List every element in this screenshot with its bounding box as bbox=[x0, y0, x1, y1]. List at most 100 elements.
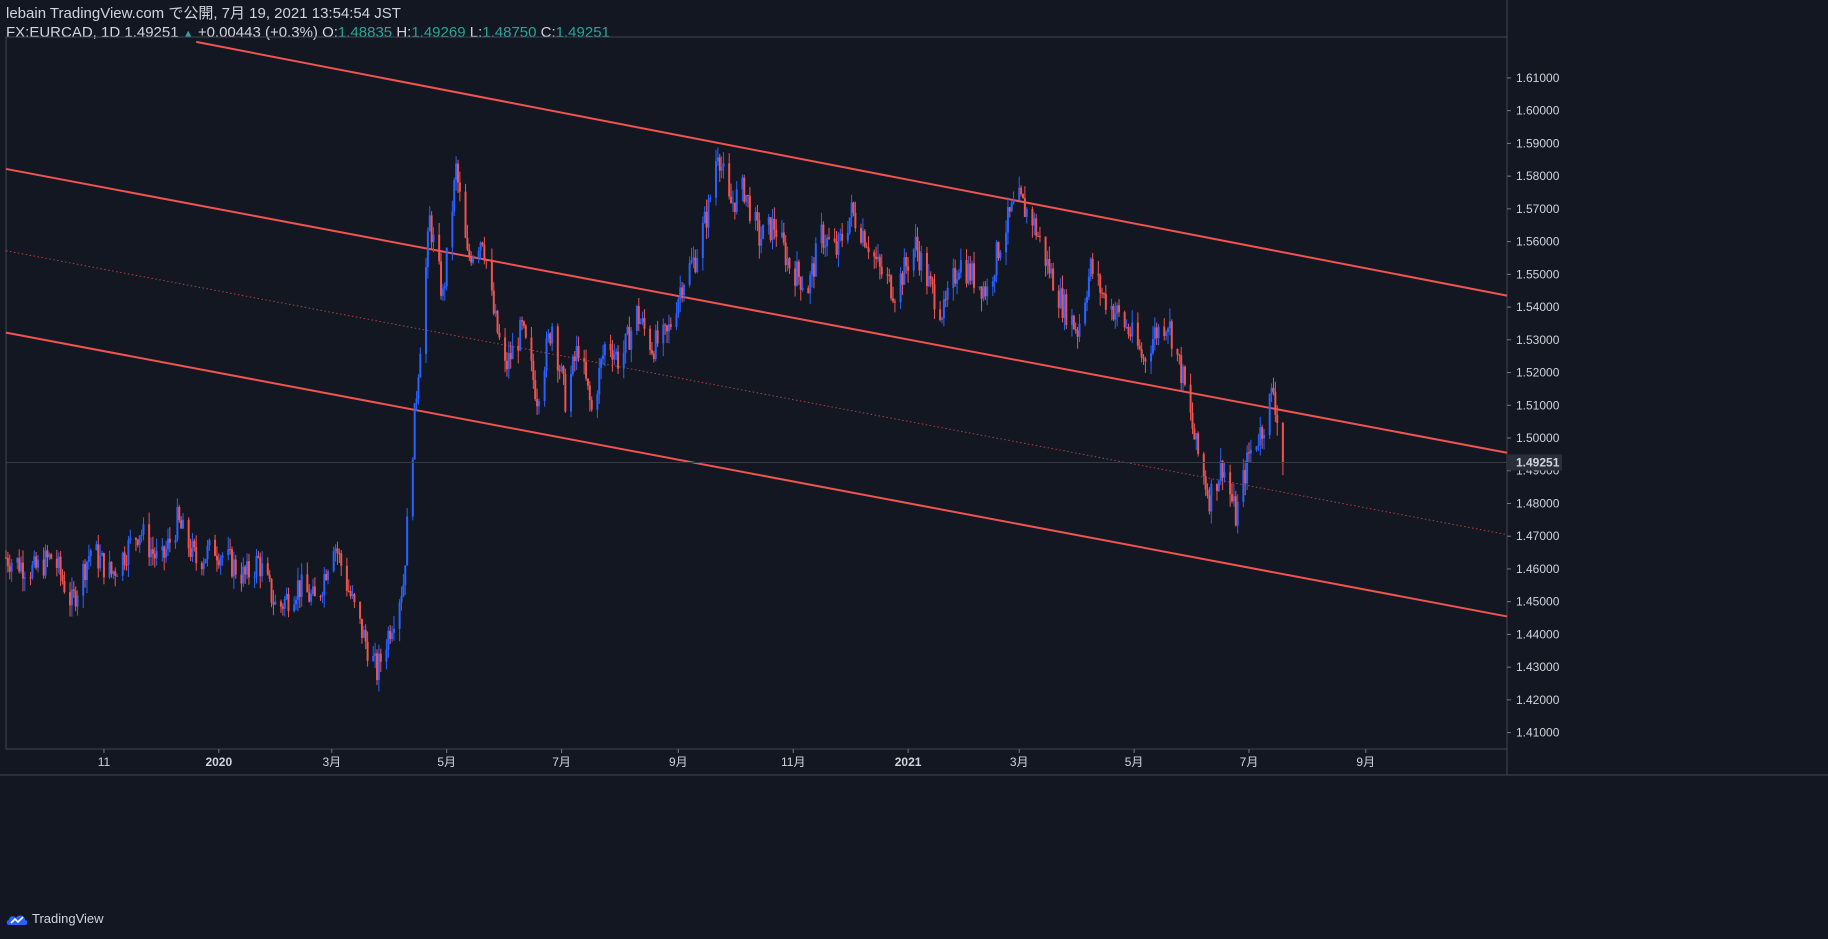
candle-body bbox=[1127, 326, 1130, 335]
candle-body bbox=[332, 550, 335, 572]
candle-body bbox=[1118, 305, 1121, 313]
candle-body bbox=[575, 346, 578, 362]
candle-body bbox=[722, 163, 725, 167]
candle-body bbox=[470, 256, 473, 263]
candle-body bbox=[643, 318, 646, 329]
candle-body bbox=[993, 275, 996, 282]
candle-body bbox=[351, 594, 354, 597]
tradingview-logo[interactable]: TradingView bbox=[6, 911, 104, 926]
candle-body bbox=[569, 373, 572, 412]
candle-body bbox=[1210, 483, 1213, 512]
channel-line-upper bbox=[196, 40, 1508, 297]
candle-body bbox=[1046, 259, 1049, 266]
candle-body bbox=[148, 524, 151, 558]
candle-body bbox=[174, 539, 177, 543]
candle-body bbox=[822, 224, 825, 248]
publish-line: lebain TradingView.com で公開, 7月 19, 2021 … bbox=[6, 5, 401, 22]
candle-body bbox=[187, 519, 190, 549]
candle-body bbox=[1263, 434, 1266, 439]
candle-body bbox=[325, 573, 328, 580]
candle-body bbox=[811, 263, 814, 275]
candle-body bbox=[1221, 460, 1224, 478]
candle-body bbox=[551, 326, 554, 344]
candle-body bbox=[376, 653, 379, 681]
candle-body bbox=[735, 189, 738, 212]
candle-body bbox=[954, 268, 957, 284]
candle-body bbox=[504, 337, 507, 361]
candle-body bbox=[424, 267, 427, 354]
candle-body bbox=[743, 177, 746, 202]
price-tick-label: 1.45000 bbox=[1516, 595, 1560, 609]
candle-body bbox=[939, 309, 942, 320]
candle-body bbox=[121, 552, 124, 576]
candle-body bbox=[69, 592, 72, 606]
candle-body bbox=[694, 257, 697, 272]
candle-body bbox=[1261, 427, 1264, 439]
price-tick-label: 1.50000 bbox=[1516, 431, 1560, 445]
candle-body bbox=[890, 275, 893, 299]
candle-body bbox=[1234, 496, 1237, 526]
candle-body bbox=[180, 520, 183, 529]
candle-body bbox=[1202, 453, 1205, 477]
candle-body bbox=[419, 353, 422, 378]
candle-body bbox=[701, 222, 704, 259]
candle-body bbox=[984, 286, 987, 297]
candle-body bbox=[334, 548, 337, 551]
candle-body bbox=[16, 558, 19, 563]
price-tick-label: 1.47000 bbox=[1516, 529, 1560, 543]
candle-body bbox=[1176, 348, 1179, 355]
candle-body bbox=[543, 370, 546, 402]
candle-body bbox=[108, 561, 111, 578]
candle-body bbox=[905, 257, 908, 267]
candle-body bbox=[1281, 422, 1284, 464]
candle-body bbox=[549, 333, 552, 344]
candle-body bbox=[1165, 332, 1168, 337]
candle-body bbox=[912, 249, 915, 271]
candle-body bbox=[530, 337, 533, 361]
candle-body bbox=[850, 202, 853, 218]
candle-body bbox=[731, 202, 734, 204]
candle-body bbox=[942, 299, 945, 319]
candle-body bbox=[1136, 322, 1139, 346]
candle-body bbox=[826, 237, 829, 247]
candle-body bbox=[965, 260, 968, 284]
candle-body bbox=[703, 211, 706, 223]
candle-body bbox=[956, 279, 959, 284]
candle-body bbox=[59, 556, 62, 575]
candle-body bbox=[794, 268, 797, 286]
candle-body bbox=[852, 202, 855, 213]
candle-body bbox=[1010, 203, 1013, 212]
candle-body bbox=[927, 276, 930, 286]
candle-body bbox=[603, 343, 606, 356]
candle-body bbox=[272, 602, 275, 605]
candle-body bbox=[349, 591, 352, 597]
candle-body bbox=[681, 287, 684, 296]
candle-body bbox=[1072, 315, 1075, 330]
candle-body bbox=[997, 242, 1000, 259]
candle-body bbox=[392, 628, 395, 633]
candle-body bbox=[165, 549, 168, 558]
candle-body bbox=[178, 507, 181, 521]
candle-body bbox=[166, 538, 169, 550]
candle-body bbox=[718, 157, 721, 171]
candle-body bbox=[1131, 322, 1134, 337]
candle-body bbox=[505, 360, 508, 370]
candle-body bbox=[359, 602, 362, 619]
candle-body bbox=[839, 233, 842, 235]
candle-body bbox=[1168, 321, 1171, 329]
candle-body bbox=[1101, 292, 1104, 294]
candle-body bbox=[1215, 483, 1218, 492]
candle-body bbox=[6, 557, 9, 566]
candle-body bbox=[1057, 290, 1060, 308]
candle-body bbox=[509, 353, 512, 360]
candle-body bbox=[692, 257, 695, 261]
candle-body bbox=[136, 539, 139, 545]
candle-body bbox=[1191, 412, 1194, 429]
candle-body bbox=[240, 574, 243, 584]
candle-body bbox=[87, 556, 90, 562]
candle-body bbox=[820, 224, 823, 244]
candle-body bbox=[182, 519, 185, 529]
candle-body bbox=[1006, 207, 1009, 233]
candle-body bbox=[195, 547, 198, 564]
